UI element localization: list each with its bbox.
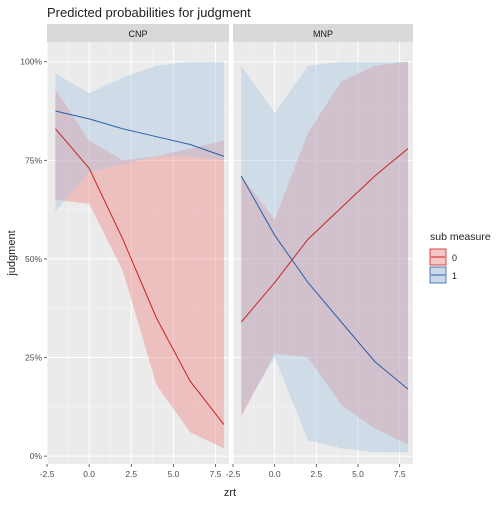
ribbon-mnp-0 [241,61,408,445]
line-cnp-0 [55,128,225,425]
legend-label-1: 1 [452,271,457,281]
x-tick-label: 0.0 [269,469,281,479]
legend-title: sub measure [430,231,491,243]
x-tick-label: 5.0 [167,469,179,479]
strip-label-cnp: CNP [128,29,147,39]
ribbon-mnp-1 [241,61,408,453]
y-tick-label: 100% [20,57,42,67]
line-mnp-0 [240,148,409,323]
x-axis: -2.5 0.0 2.5 5.0 7.5 -2.5 0.0 2.5 5.0 7.5 [40,464,406,479]
strip-cnp [47,24,229,42]
x-tick-label: 7.5 [394,469,406,479]
gridlines-mnp [232,42,413,464]
y-axis: 0% 25% 50% 75% 100% [20,57,47,461]
y-axis-label: judgment [6,230,18,276]
x-tick-label: 0.0 [83,469,95,479]
ribbon-cnp-1 [55,61,224,212]
x-tick-label: 2.5 [125,469,137,479]
ribbon-cnp-0 [55,89,224,449]
chart-title: Predicted probabilities for judgment [47,5,251,20]
legend-label-0: 0 [452,253,457,263]
series-mnp [240,61,409,453]
panel-cnp [47,42,229,464]
y-tick-label: 25% [25,353,42,363]
x-tick-label: 7.5 [210,469,222,479]
line-cnp-1 [55,110,225,157]
panel-mnp [233,42,413,464]
x-tick-label: 2.5 [310,469,322,479]
strip-mnp [233,24,413,42]
strip-label-mnp: MNP [313,29,333,39]
x-tick-label: -2.5 [40,469,55,479]
legend: sub measure 0 1 [429,231,491,284]
y-tick-label: 0% [30,451,43,461]
series-cnp [55,61,225,449]
x-tick-label: -2.5 [226,469,241,479]
x-axis-label: zrt [224,487,236,499]
y-tick-label: 75% [25,155,42,165]
y-tick-label: 50% [25,254,42,264]
x-tick-label: 5.0 [352,469,364,479]
gridlines-cnp [46,42,229,464]
line-mnp-1 [240,175,409,390]
